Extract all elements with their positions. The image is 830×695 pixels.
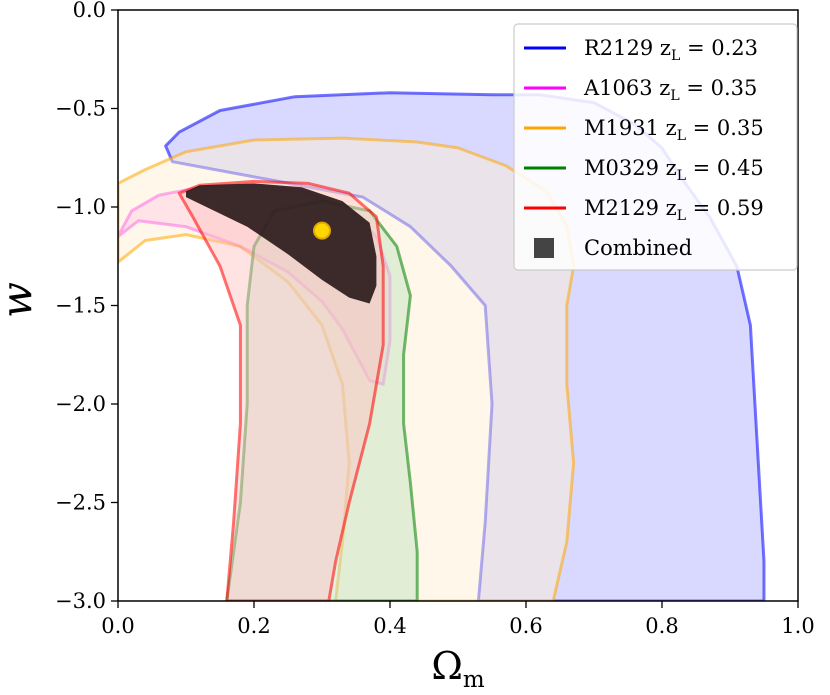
x-axis-ticks: 0.0 0.2 0.4 0.6 0.8 1.0 — [101, 601, 815, 638]
legend-swatch-combined — [534, 238, 554, 258]
x-tick-label: 0.8 — [645, 614, 678, 638]
contour-combined — [186, 183, 377, 304]
y-tick-label: −3.0 — [55, 589, 106, 613]
y-tick-label: −2.0 — [55, 392, 106, 416]
x-axis-title: Ωm — [431, 644, 485, 693]
best-fit-marker — [313, 221, 331, 240]
x-tick-label: 1.0 — [781, 614, 814, 638]
y-tick-label: −2.5 — [55, 491, 106, 515]
x-tick-label: 0.6 — [509, 614, 542, 638]
legend-label-m0329: M0329 zL = 0.45 — [584, 156, 764, 184]
legend-label-m1931: M1931 zL = 0.35 — [584, 116, 764, 144]
y-tick-label: −1.0 — [55, 195, 106, 219]
x-tick-label: 0.4 — [373, 614, 406, 638]
y-axis-ticks: 0.0 −0.5 −1.0 −1.5 −2.0 −2.5 −3.0 — [55, 0, 118, 613]
x-tick-label: 0.0 — [101, 614, 134, 638]
contour-m1931 — [118, 136, 576, 601]
legend-label-m2129: M2129 zL = 0.59 — [584, 196, 764, 224]
y-tick-label: −0.5 — [55, 97, 106, 121]
y-tick-label: 0.0 — [73, 0, 106, 22]
x-tick-label: 0.2 — [237, 614, 270, 638]
legend-label-combined: Combined — [584, 236, 692, 260]
y-tick-label: −1.5 — [55, 294, 106, 318]
y-axis-title: w — [0, 282, 41, 318]
legend-box — [513, 23, 798, 271]
legend-label-a1063: A1063 zL = 0.35 — [583, 76, 757, 104]
